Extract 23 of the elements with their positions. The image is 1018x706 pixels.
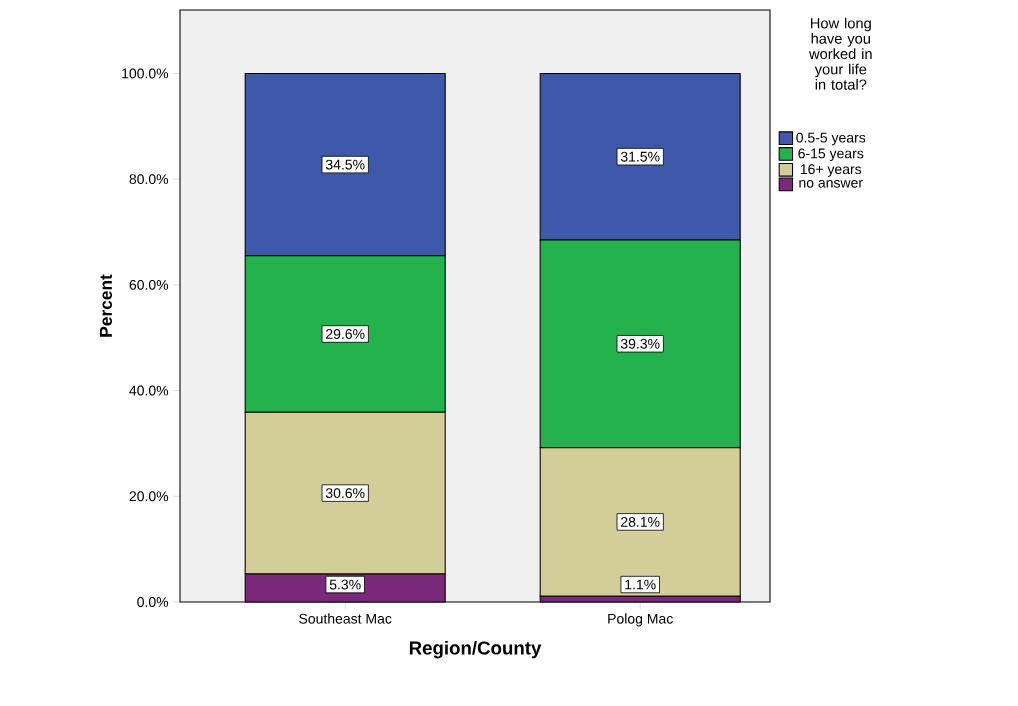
y-tick-label: 0.0% <box>137 597 169 607</box>
y-tick-label: 60.0% <box>129 279 169 290</box>
data-label: 31.5% <box>620 151 660 162</box>
y-tick-label: 80.0% <box>129 174 169 185</box>
x-tick-label: Polog Mac <box>608 613 673 627</box>
data-label: 30.6% <box>325 488 365 499</box>
legend-title: How long have you worked in your life in total? <box>808 17 872 90</box>
legend-label: 6-15 years <box>798 148 864 162</box>
y-tick-label: 100.0% <box>122 68 169 79</box>
y-axis-title: Percent <box>99 274 112 337</box>
data-label: 5.3% <box>329 579 361 590</box>
x-tick-label: Southeast Mac <box>299 613 392 624</box>
legend-label: 0.5-5 years <box>796 132 866 146</box>
y-tick-label: 20.0% <box>129 491 169 502</box>
legend-label: 16+ years <box>800 164 862 177</box>
data-label: 34.5% <box>325 159 365 170</box>
data-label: 39.3% <box>620 338 660 349</box>
y-tick-label: 40.0% <box>129 385 169 396</box>
data-label: 28.1% <box>621 516 660 527</box>
x-axis-title: Region/County <box>409 640 542 659</box>
legend-label: no answer <box>799 179 863 188</box>
data-label: 1.1% <box>625 579 656 590</box>
data-label: 29.6% <box>326 329 365 339</box>
